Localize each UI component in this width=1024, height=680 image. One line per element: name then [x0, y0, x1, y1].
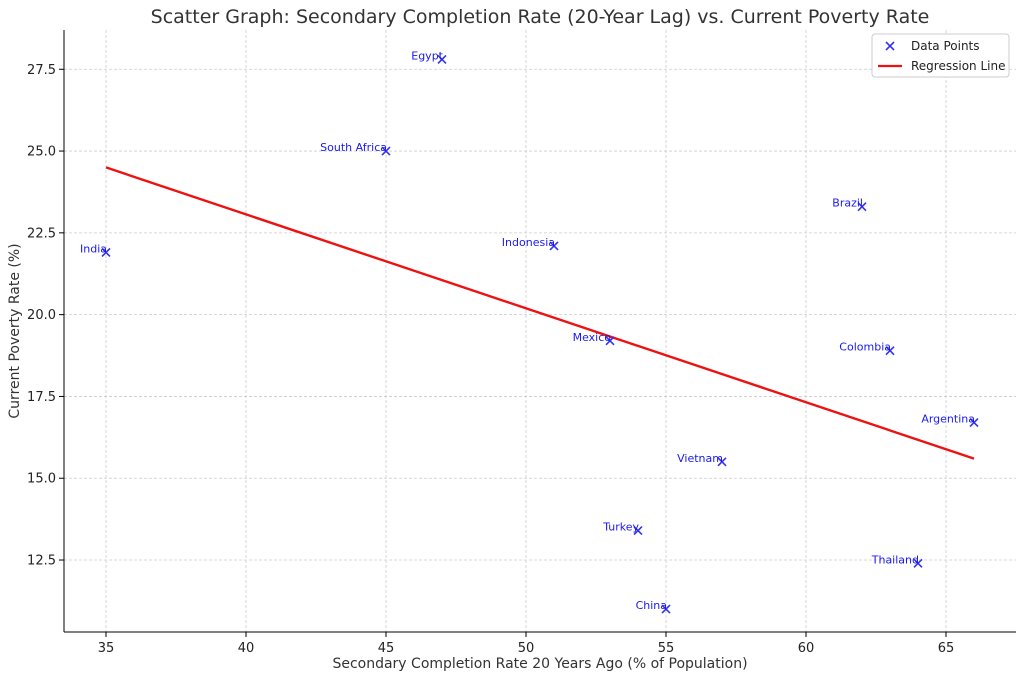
- y-axis-label: Current Poverty Rate (%): [7, 243, 23, 418]
- tick-labels: 35 40 45 50 55 60 65 12.5 15.0 17.5 20.0 22.5 25.0 27…: [27, 63, 954, 656]
- legend-scatter-marker: [885, 41, 895, 51]
- x-tick-label: 50: [518, 641, 535, 656]
- data-point-label: Vietnam: [677, 452, 723, 465]
- x-tick-label: 60: [798, 641, 815, 656]
- data-point: [717, 457, 727, 467]
- y-tick-label: 22.5: [27, 226, 56, 241]
- data-point: [633, 526, 643, 536]
- x-axis-label: Secondary Completion Rate 20 Years Ago (…: [332, 656, 747, 672]
- x-tick-label: 55: [658, 641, 675, 656]
- data-point-label: Thailand: [871, 553, 919, 566]
- data-point: [101, 247, 111, 258]
- axes: [63, 30, 1016, 633]
- data-point: [661, 604, 671, 614]
- y-tick-label: 12.5: [27, 554, 56, 569]
- data-point-label: Mexico: [573, 331, 612, 344]
- regression-line-layer: [105, 166, 975, 460]
- data-point: [605, 336, 615, 346]
- regression-line: [105, 166, 975, 460]
- data-point-label: Colombia: [839, 341, 891, 354]
- data-point-label: Egypt: [411, 49, 443, 62]
- data-point-label: Turkey: [602, 521, 639, 534]
- chart-title: Scatter Graph: Secondary Completion Rate…: [151, 6, 930, 28]
- data-point: [913, 558, 923, 568]
- y-tick-label: 15.0: [27, 472, 56, 487]
- data-point: [381, 146, 391, 156]
- y-tick-label: 25.0: [27, 145, 56, 160]
- data-point-label: Brazil: [832, 197, 863, 210]
- y-tick-label: 27.5: [27, 63, 56, 78]
- x-tick-label: 40: [238, 641, 255, 656]
- data-point-label: South Africa: [320, 141, 387, 154]
- data-point: [857, 202, 867, 212]
- legend-label-data-points: Data Points: [911, 39, 980, 53]
- data-point-label: Indonesia: [502, 236, 555, 249]
- data-point-label: Argentina: [921, 413, 975, 426]
- grid-lines: [64, 30, 1016, 632]
- y-tick-label: 17.5: [27, 390, 56, 405]
- data-point: [437, 54, 447, 65]
- x-tick-label: 65: [938, 641, 955, 656]
- data-point: [549, 241, 559, 251]
- data-point-label: India: [80, 242, 107, 255]
- legend: Data Points Regression Line: [871, 33, 1010, 78]
- x-tick-label: 35: [98, 641, 115, 656]
- data-point-label: China: [636, 599, 667, 612]
- legend-label-regression-line: Regression Line: [911, 59, 1005, 73]
- data-point: [969, 418, 979, 428]
- x-tick-label: 45: [378, 641, 395, 656]
- data-point: [885, 346, 895, 356]
- legend-box: [871, 33, 1010, 78]
- data-points-layer: India South Africa Egypt Indonesia Mexico Tur…: [80, 49, 979, 614]
- y-tick-label: 20.0: [27, 308, 56, 323]
